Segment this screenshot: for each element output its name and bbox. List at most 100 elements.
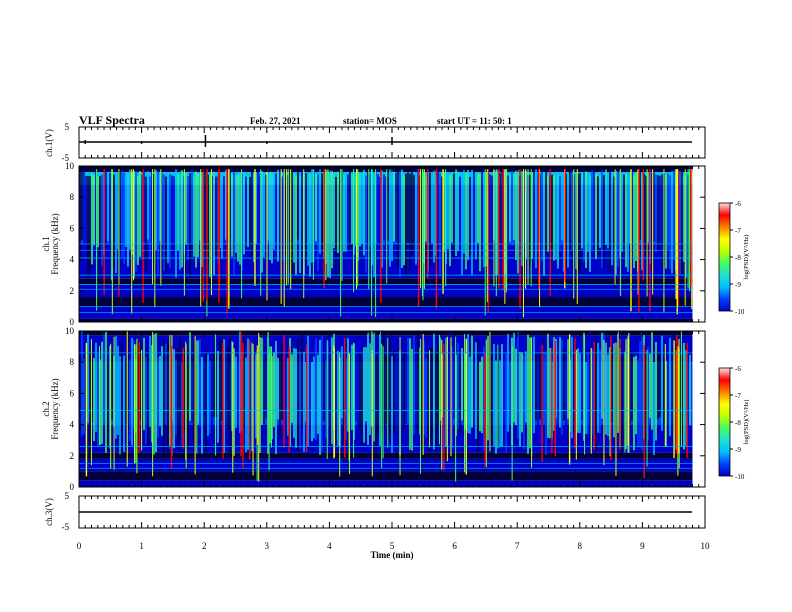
ch2-spectrogram-column bbox=[475, 342, 477, 439]
ch2-spectrogram-column bbox=[267, 332, 269, 454]
ch1-spectrogram-column bbox=[231, 174, 233, 257]
ch2-spectrogram-column bbox=[321, 336, 323, 452]
ch1-spectrogram-column bbox=[433, 170, 435, 263]
ch2-spectrogram-column bbox=[635, 355, 637, 435]
ch2-spectrogram-column bbox=[471, 335, 473, 428]
ch1-spectrogram-column bbox=[605, 169, 607, 246]
ch2-spectrogram-column bbox=[237, 354, 239, 443]
ch1-spectrogram-column bbox=[173, 176, 175, 248]
ch2-spectrogram-column bbox=[477, 339, 479, 453]
ch1-spectrogram-column bbox=[365, 175, 367, 273]
ch2-spectrogram-column bbox=[409, 338, 411, 450]
ch2-spectrogram-column bbox=[309, 349, 311, 455]
ch1-spectrogram-column bbox=[651, 172, 653, 270]
ch2-spectrogram-column bbox=[187, 362, 189, 449]
x-tick-label: 9 bbox=[640, 541, 645, 551]
x-tick-label: 8 bbox=[578, 541, 583, 551]
start-time-label: start UT = 11: 50: 1 bbox=[437, 116, 512, 126]
ch2-spectrogram-column bbox=[247, 338, 249, 451]
ch2-spectrogram-column bbox=[401, 350, 403, 439]
colorbar-gradient bbox=[718, 202, 731, 312]
ch2-spectrogram-column bbox=[599, 349, 601, 434]
ch2-spectrogram-column bbox=[127, 333, 129, 430]
ch2-spectrogram-column bbox=[179, 337, 181, 440]
x-tick-label: 6 bbox=[452, 541, 457, 551]
x-tick-label: 7 bbox=[515, 541, 520, 551]
ch1-spectrogram-column bbox=[507, 175, 509, 261]
ch1-spectrogram-column bbox=[167, 173, 169, 264]
ch1-spectrogram-column bbox=[613, 176, 615, 248]
ch2-spectrogram-column bbox=[559, 337, 561, 428]
x-axis-label: Time (min) bbox=[370, 550, 413, 560]
ch2-spectrogram-column bbox=[435, 351, 437, 451]
ch1-spectrogram-column bbox=[431, 173, 433, 244]
ch2-spectrogram-column bbox=[543, 351, 545, 424]
ch2-spectrogram-column bbox=[143, 337, 145, 431]
ch1-spectrogram-column bbox=[249, 176, 251, 247]
x-tick-label: 1 bbox=[139, 541, 144, 551]
ch1-spectrogram-column bbox=[609, 172, 611, 273]
ch1-spectrogram-column bbox=[269, 171, 271, 260]
x-tick-label: 5 bbox=[390, 541, 395, 551]
ch1-spectrogram-column bbox=[411, 169, 413, 254]
ch2-spectrogram-column bbox=[679, 353, 681, 433]
x-tick-label: 2 bbox=[202, 541, 207, 551]
ch1-spectrogram-column bbox=[187, 176, 189, 261]
ch1-spectrogram-column bbox=[653, 172, 655, 242]
ch1-spectrogram-column bbox=[415, 172, 417, 265]
ch2-spectrogram-column bbox=[637, 359, 639, 448]
ch2-spectrogram-column bbox=[315, 338, 317, 441]
ch2-spectrogram-column bbox=[211, 362, 213, 453]
ch2-spectrogram-column bbox=[587, 352, 589, 435]
ch2-spectrogram-column bbox=[373, 332, 375, 442]
ch1-waveform-panel: 5 -5 ch.1(V) bbox=[44, 122, 706, 163]
ch1-spectrogram-column bbox=[503, 169, 505, 277]
ch1-spectrogram-column bbox=[253, 174, 255, 263]
ch2-spectrogram-column bbox=[411, 348, 413, 451]
x-tick-label: 0 bbox=[77, 541, 82, 551]
ch2-spectrogram-column bbox=[391, 356, 393, 453]
ch1-spectrogram-band bbox=[79, 166, 693, 173]
ch2-spectrogram-column bbox=[651, 332, 653, 430]
ch1-spectrogram-column bbox=[91, 173, 93, 265]
ch1-spectrogram-column bbox=[117, 176, 119, 250]
ch2-spectrogram-column bbox=[165, 343, 167, 418]
ch2-spectrogram-column bbox=[87, 334, 89, 423]
ch1-spectrogram-column bbox=[395, 172, 397, 242]
ch1-spectrogram-column bbox=[657, 175, 659, 251]
ch2-spectrogram-column bbox=[431, 348, 433, 439]
ch1-spectrogram-column bbox=[201, 176, 203, 268]
ch2-spectrogram-column bbox=[217, 350, 219, 443]
ch2-spectrogram-ytick-label: 2 bbox=[70, 451, 75, 461]
ch1-spectrogram-column bbox=[351, 174, 353, 244]
ch2-spectrogram-column bbox=[193, 344, 195, 448]
ch1-spectrogram-ytick-label: 6 bbox=[70, 223, 75, 233]
ch2-spectrogram-column bbox=[573, 351, 575, 433]
ch2-spectrogram-column bbox=[111, 349, 113, 421]
ch1-spectrogram-column bbox=[221, 175, 223, 259]
ch1-spectrogram-column bbox=[531, 172, 533, 259]
ch1-spectrogram-column bbox=[359, 173, 361, 247]
ch1-spectrogram-column bbox=[157, 171, 159, 275]
ch1-spectrogram-column bbox=[681, 170, 683, 274]
ch2-spectrogram-column bbox=[681, 358, 683, 441]
ch2-spectrogram-column bbox=[453, 355, 455, 420]
ch2-spectrogram-column bbox=[597, 342, 599, 433]
ch2-colorbar: -6 -7 -8 -9 -10 log(PSD)(V²/Hz) bbox=[718, 365, 750, 481]
ch1-spectrogram-column bbox=[251, 170, 253, 260]
ch2-spectrogram-column bbox=[445, 338, 447, 448]
ch2-spectrogram-column bbox=[323, 360, 325, 422]
ch2-spectrogram-column bbox=[513, 332, 515, 423]
ch1-spectrogram-column bbox=[143, 170, 145, 243]
ch2-spectrogram-column bbox=[177, 347, 179, 450]
ch1-spectrogram-column bbox=[537, 173, 539, 252]
ch1-colorbar: -6 -7 -8 -9 -10 log(PSD)(V²/Hz) bbox=[718, 200, 750, 316]
ch2-spectrogram-ytick-label: 6 bbox=[70, 388, 75, 398]
ch2-spectrogram-column bbox=[97, 353, 99, 447]
ch1-spectrogram-column bbox=[683, 176, 685, 262]
colorbar-tick-label: -6 bbox=[735, 365, 741, 373]
ch2-spectrogram-column bbox=[279, 353, 281, 439]
ch2-spectrogram-column bbox=[491, 351, 493, 454]
ch2-spectrogram-column bbox=[507, 333, 509, 432]
ch1-spectrogram-column bbox=[195, 171, 197, 268]
